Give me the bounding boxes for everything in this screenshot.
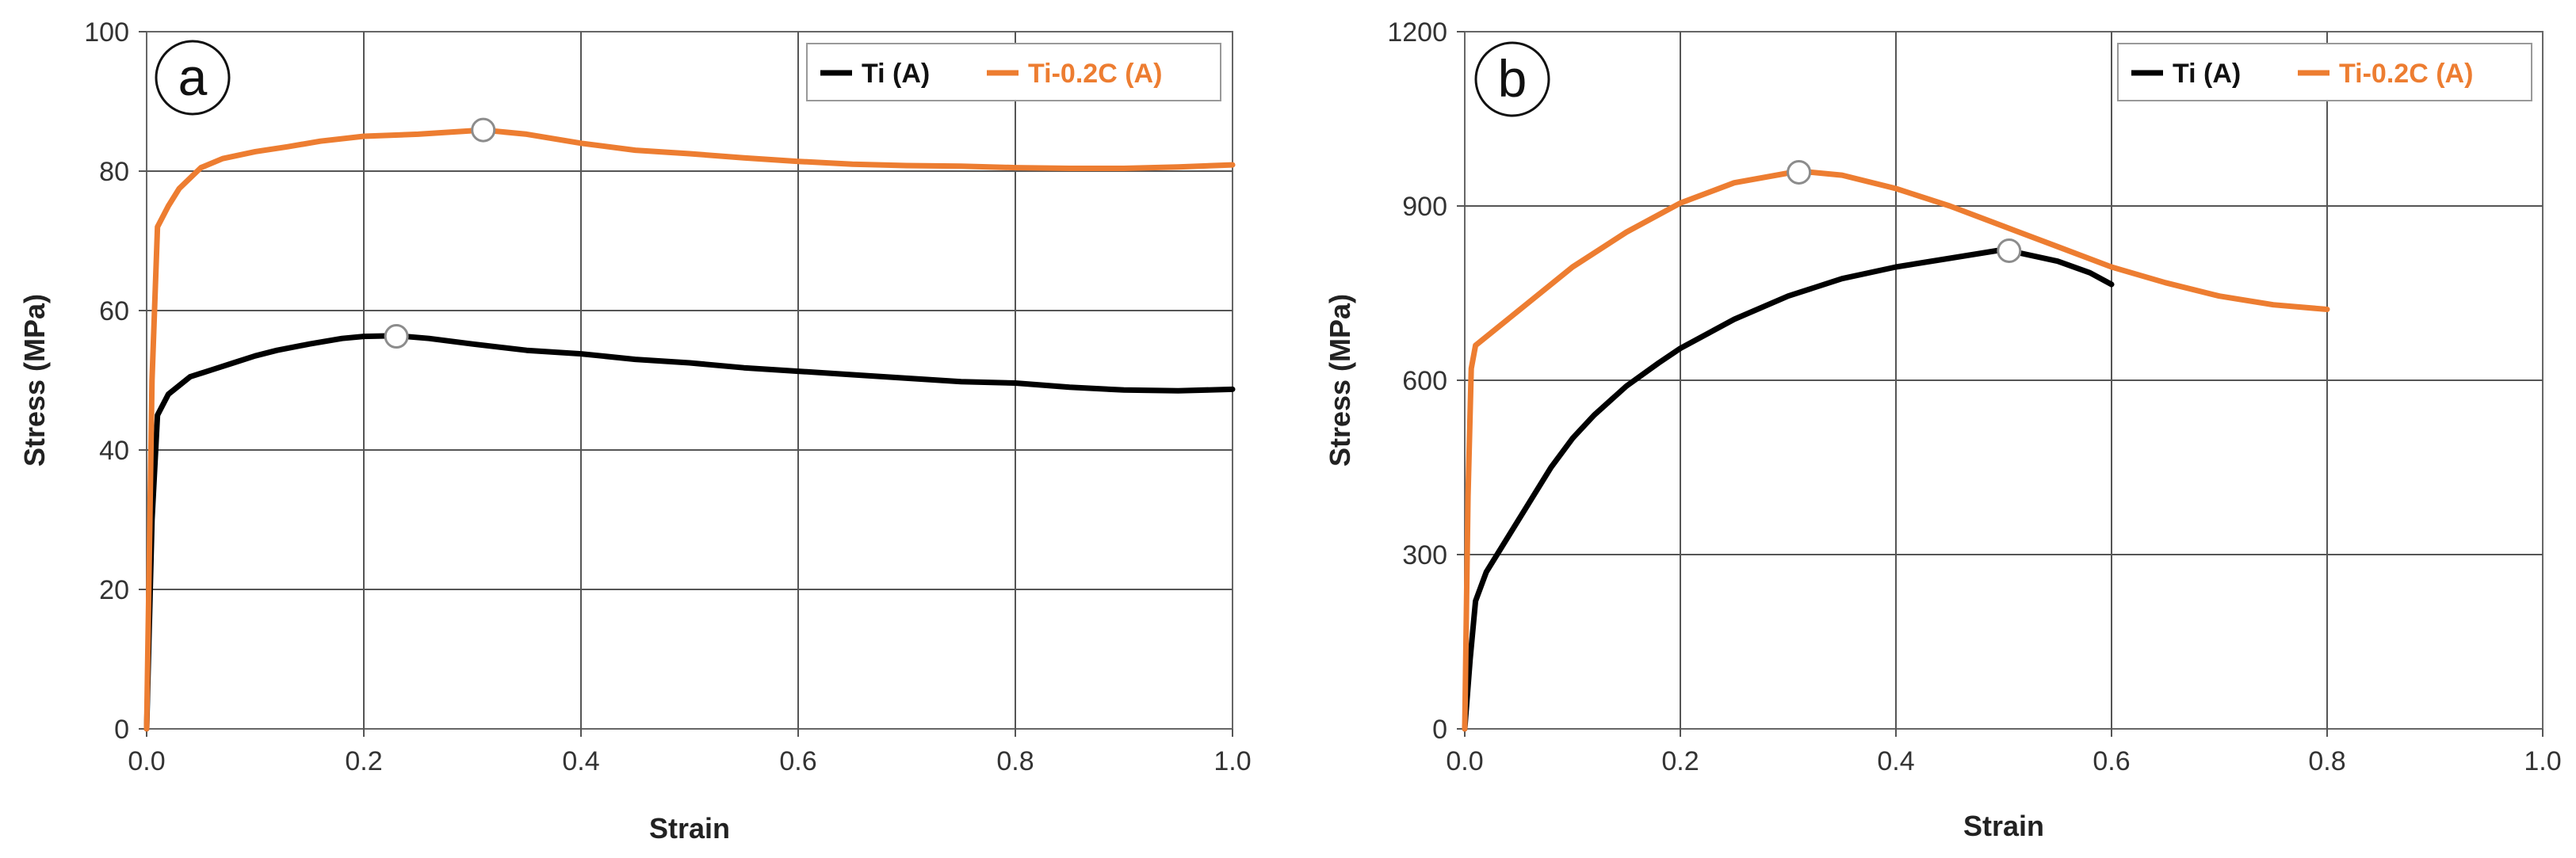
panel-label-a-text: a [178, 48, 208, 106]
x-tick-label: 0.6 [779, 746, 816, 776]
y-tick-label: 600 [1402, 366, 1447, 396]
x-tick-label: 0.2 [1661, 746, 1699, 776]
peak-marker-ti-0.2c-a [471, 117, 496, 143]
y-tick-label: 300 [1402, 540, 1447, 570]
legend-label-ti-0.2c: Ti-0.2C (A) [2339, 59, 2473, 89]
series-line-ti-0.2c-a [1462, 168, 2330, 732]
x-tick-label: 0.4 [562, 746, 599, 776]
panel-label-b-text: b [1498, 49, 1527, 108]
plot-area-frame [146, 31, 1233, 730]
series-lines [143, 127, 1236, 732]
series-line-ti-0.2c-a [143, 127, 1236, 732]
x-tick-label: 1.0 [2524, 746, 2561, 776]
y-tick-label: 900 [1402, 192, 1447, 222]
y-tick-label: 40 [99, 436, 129, 466]
grid-lines [139, 31, 1233, 737]
panel-label-b: b [1474, 41, 1550, 117]
legend-label-ti: Ti (A) [862, 59, 930, 89]
panel-label-a: a [155, 40, 231, 116]
tick-labels: 0.0 0.2 0.4 0.6 0.8 1.0 0 300 600 900 1200 [1387, 17, 2561, 776]
series-line-ti-a [143, 333, 1236, 732]
x-tick-label: 0.2 [345, 746, 382, 776]
y-tick-label: 60 [99, 296, 129, 326]
legend-label-ti: Ti (A) [2173, 59, 2241, 89]
x-tick-label: 0.4 [1877, 746, 1914, 776]
peak-marker-ti-a [1997, 238, 2022, 263]
grid-lines [1457, 31, 2544, 737]
y-tick-label: 80 [99, 157, 129, 187]
legend: Ti (A) Ti-0.2C (A) [806, 43, 1221, 101]
peak-marker-ti-a [384, 324, 409, 349]
x-tick-label: 0.8 [996, 746, 1034, 776]
peak-markers [1787, 159, 2022, 263]
y-tick-label: 0 [114, 715, 129, 745]
x-tick-label: 0.8 [2308, 746, 2345, 776]
x-tick-label: 0.0 [1446, 746, 1483, 776]
x-tick-label: 0.6 [2093, 746, 2130, 776]
series-line-ti-a [1462, 246, 2115, 732]
y-axis-label: Stress (MPa) [18, 294, 51, 467]
series-lines [1462, 168, 2330, 732]
y-tick-label: 20 [99, 575, 129, 605]
panel-a: 0.0 0.2 0.4 0.6 0.8 1.0 0 20 40 60 80 100 Strain St… [18, 17, 1252, 845]
y-axis-label: Stress (MPa) [1324, 294, 1356, 467]
peak-markers [384, 117, 496, 349]
y-tick-label: 1200 [1387, 17, 1447, 48]
y-tick-label: 100 [84, 17, 129, 48]
x-tick-label: 1.0 [1213, 746, 1251, 776]
legend: Ti (A) Ti-0.2C (A) [2117, 43, 2532, 101]
tick-labels: 0.0 0.2 0.4 0.6 0.8 1.0 0 20 40 60 80 100 [84, 17, 1251, 776]
x-tick-label: 0.0 [128, 746, 165, 776]
legend-label-ti-0.2c: Ti-0.2C (A) [1028, 59, 1162, 89]
peak-marker-ti-0.2c-a [1787, 159, 1812, 185]
x-axis-label: Strain [649, 812, 730, 845]
y-tick-label: 0 [1432, 715, 1447, 745]
x-axis-label: Strain [1963, 810, 2044, 842]
